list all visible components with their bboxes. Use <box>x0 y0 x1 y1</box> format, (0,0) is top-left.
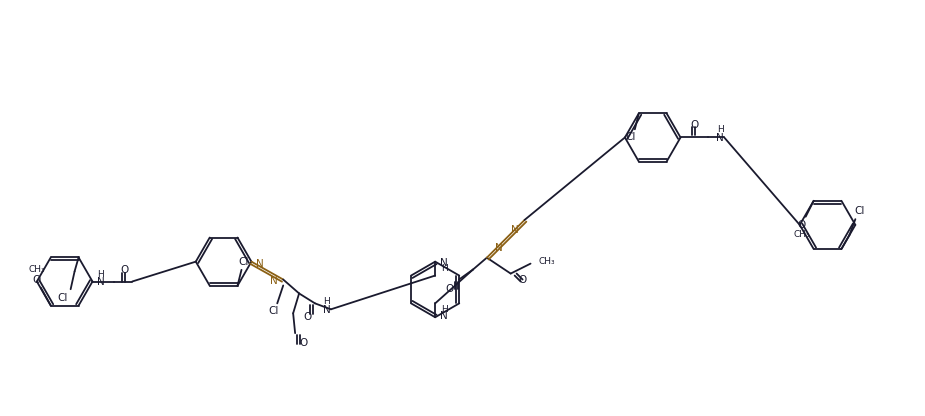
Text: CH₃: CH₃ <box>794 230 810 239</box>
Text: H: H <box>440 264 448 273</box>
Text: N: N <box>270 275 278 285</box>
Text: O: O <box>32 275 41 285</box>
Text: Cl: Cl <box>57 293 68 303</box>
Text: N: N <box>440 311 448 321</box>
Text: O: O <box>690 119 698 129</box>
Text: O: O <box>445 285 453 295</box>
Text: O: O <box>299 338 307 348</box>
Text: O: O <box>120 265 129 275</box>
Text: N: N <box>511 225 519 235</box>
Text: H: H <box>97 270 104 279</box>
Text: O: O <box>797 220 806 230</box>
Text: N: N <box>323 305 331 315</box>
Text: N: N <box>96 277 105 287</box>
Text: Cl: Cl <box>239 257 249 267</box>
Text: O: O <box>519 275 526 285</box>
Text: Cl: Cl <box>625 132 636 142</box>
Text: N: N <box>256 259 265 269</box>
Text: CH₃: CH₃ <box>29 265 45 274</box>
Text: Cl: Cl <box>268 306 278 316</box>
Text: O: O <box>302 312 311 322</box>
Text: N: N <box>440 258 448 267</box>
Text: H: H <box>440 305 448 314</box>
Text: CH₃: CH₃ <box>538 257 555 266</box>
Text: H: H <box>324 297 330 306</box>
Text: H: H <box>717 125 723 134</box>
Text: Cl: Cl <box>854 206 865 216</box>
Text: N: N <box>716 134 724 144</box>
Text: N: N <box>495 243 502 253</box>
